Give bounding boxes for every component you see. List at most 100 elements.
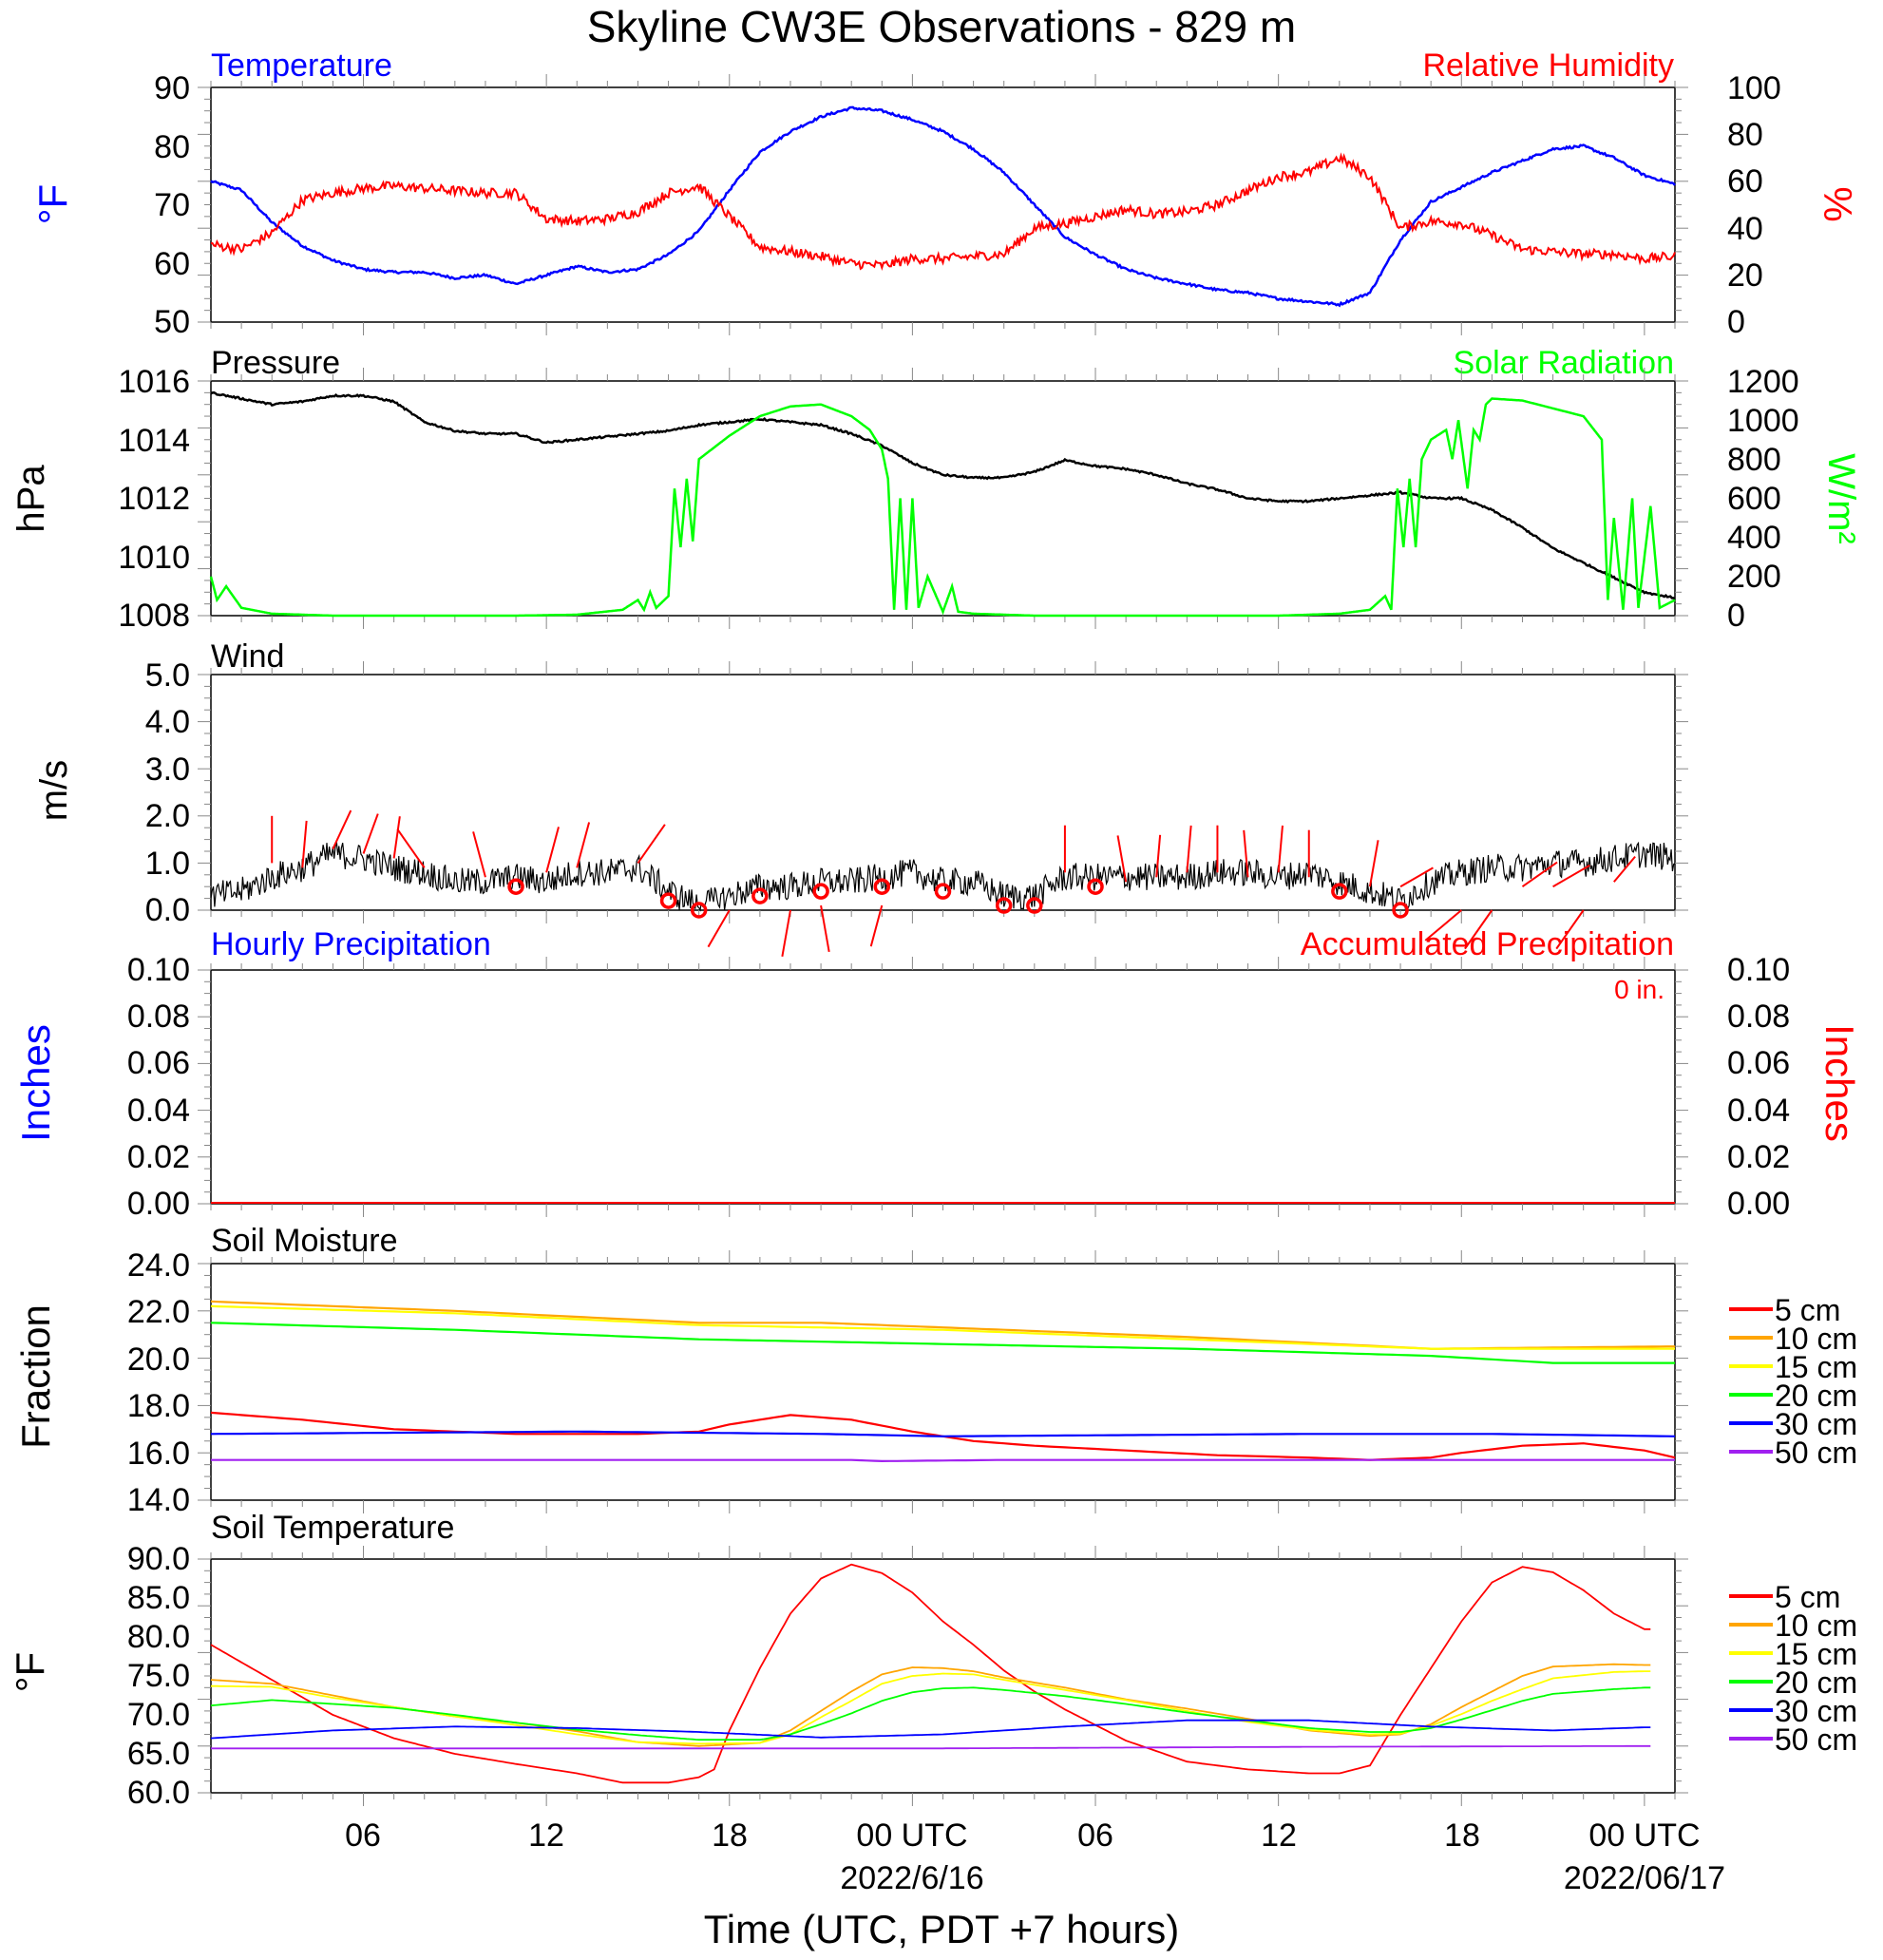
y-tick-label: 0.08 — [1727, 999, 1790, 1035]
y-tick-label: 60.0 — [127, 1775, 190, 1811]
legend-label: 30 cm — [1775, 1407, 1857, 1441]
y-tick-label: 400 — [1727, 520, 1781, 556]
panel-wind: Wind m/s 5.0 4.0 3.0 2.0 1.0 0.0 — [33, 638, 284, 928]
legend-label: 15 cm — [1775, 1637, 1857, 1671]
y-tick-label: 5.0 — [145, 657, 190, 694]
wind-barb — [869, 904, 884, 947]
panel-frame — [210, 86, 1676, 323]
y-tick-label: 0.06 — [127, 1045, 190, 1081]
calm-wind-marker — [751, 887, 769, 904]
wind-axis-title: m/s — [33, 760, 75, 821]
soil-moisture-label: Soil Moisture — [211, 1223, 398, 1259]
calm-wind-marker — [995, 897, 1013, 914]
x-tick-label: 2022/6/16 — [840, 1860, 983, 1896]
y-tick-label: 0.04 — [127, 1093, 190, 1129]
chart-title: Skyline CW3E Observations - 829 m — [587, 2, 1297, 51]
y-tick-label: 0 — [1727, 304, 1745, 340]
x-tick-label: 06 — [1077, 1817, 1113, 1854]
wind-barb — [1243, 829, 1249, 878]
solar-radiation-line — [209, 397, 1676, 618]
hourly-precip-axis-title: Inches — [13, 1024, 58, 1142]
soil-moisture-line-50cm — [211, 1458, 1675, 1463]
y-tick-label: 1000 — [1727, 403, 1799, 439]
wind-barb — [545, 827, 560, 873]
humidity-line — [211, 152, 1676, 271]
calm-wind-marker — [507, 878, 524, 895]
calm-wind-marker — [934, 883, 952, 900]
wind-barb — [472, 831, 486, 878]
soil-temperature-line-50cm — [211, 1744, 1651, 1750]
humidity-label: Relative Humidity — [1422, 48, 1674, 84]
y-tick-label: 60 — [1727, 163, 1763, 200]
legend-label: 5 cm — [1775, 1580, 1840, 1614]
y-tick-label: 85.0 — [127, 1580, 190, 1616]
x-tick-label: 12 — [528, 1817, 564, 1854]
calm-wind-marker — [1087, 878, 1104, 895]
y-tick-label: 80 — [1727, 117, 1763, 153]
legend-label: 50 cm — [1775, 1722, 1857, 1757]
y-tick-label: 1010 — [118, 540, 190, 576]
hourly-precip-label: Hourly Precipitation — [211, 926, 491, 962]
wind-barb — [1399, 866, 1434, 888]
y-tick-label: 2.0 — [145, 798, 190, 834]
legend-label: 30 cm — [1775, 1694, 1857, 1728]
y-tick-label: 80.0 — [127, 1619, 190, 1655]
panel-soil-moisture: Soil Moisture Fraction 24.0 22.0 20.0 18… — [13, 1223, 398, 1518]
panel-frame — [210, 1558, 1676, 1794]
legend-label: 10 cm — [1775, 1608, 1857, 1643]
y-tick-label: 4.0 — [145, 704, 190, 740]
hourly-precip-ticks: 0.10 0.08 0.06 0.04 0.02 0.00 — [127, 952, 190, 1222]
panel-frame — [210, 969, 1676, 1205]
accum-precip-label: Accumulated Precipitation — [1301, 926, 1674, 962]
legend-label: 5 cm — [1775, 1293, 1840, 1327]
wind-barb — [1277, 825, 1284, 873]
y-tick-label: 0.00 — [1727, 1186, 1790, 1222]
calm-wind-marker — [1331, 883, 1348, 900]
wind-barb — [820, 904, 830, 953]
x-tick-label: 2022/06/17 — [1564, 1860, 1725, 1896]
wind-barb — [301, 820, 308, 868]
soil-moisture-line-20cm — [210, 1322, 1675, 1364]
wind-ticks: 5.0 4.0 3.0 2.0 1.0 0.0 — [145, 657, 190, 928]
y-tick-label: 0.08 — [127, 999, 190, 1035]
y-tick-label: 1008 — [118, 598, 190, 634]
legend-label: 15 cm — [1775, 1350, 1857, 1384]
x-tick-label: 12 — [1261, 1817, 1297, 1854]
pressure-label: Pressure — [211, 345, 340, 381]
wind-barb — [576, 822, 591, 868]
x-axis: 06 12 18 00 UTC 2022/6/16 06 12 18 00 UT… — [345, 1817, 1725, 1951]
y-tick-label: 70 — [154, 187, 190, 223]
wind-barb — [781, 909, 791, 958]
pressure-line — [210, 390, 1676, 600]
solar-ticks: 1200 1000 800 600 400 200 0 — [1727, 364, 1799, 634]
panel-temperature-humidity: Temperature Relative Humidity °F % 90 80… — [30, 48, 1860, 340]
x-tick-label: 18 — [1444, 1817, 1480, 1854]
panel-frame — [210, 674, 1676, 911]
temperature-axis-title: °F — [30, 184, 75, 224]
accum-precip-axis-title: Inches — [1817, 1024, 1862, 1142]
solar-label: Solar Radiation — [1454, 345, 1674, 381]
y-tick-label: 80 — [154, 129, 190, 165]
wind-barb — [1368, 840, 1379, 887]
soil-moisture-line-30cm — [210, 1430, 1676, 1437]
y-tick-label: 24.0 — [127, 1247, 190, 1284]
y-tick-label: 90 — [154, 70, 190, 106]
soil-temperature-axis-title: °F — [8, 1652, 52, 1692]
wind-barb — [1155, 834, 1162, 878]
accum-precip-total: 0 in. — [1614, 975, 1664, 1004]
x-tick-label: 00 UTC — [1588, 1817, 1700, 1854]
y-tick-label: 1014 — [118, 423, 190, 459]
panel-precipitation: Hourly Precipitation Accumulated Precipi… — [13, 926, 1862, 1222]
temperature-line — [210, 105, 1676, 308]
wind-barb — [1521, 861, 1558, 888]
y-tick-label: 1012 — [118, 481, 190, 517]
temperature-label: Temperature — [211, 48, 392, 84]
y-tick-label: 60 — [154, 246, 190, 282]
calm-wind-marker — [690, 902, 708, 919]
wind-barb — [1116, 835, 1128, 883]
x-tick-label: 18 — [712, 1817, 748, 1854]
legend-label: 50 cm — [1775, 1436, 1857, 1470]
wind-barb — [707, 909, 731, 948]
wind-speed-line — [210, 841, 1676, 912]
wind-barb — [396, 828, 426, 868]
